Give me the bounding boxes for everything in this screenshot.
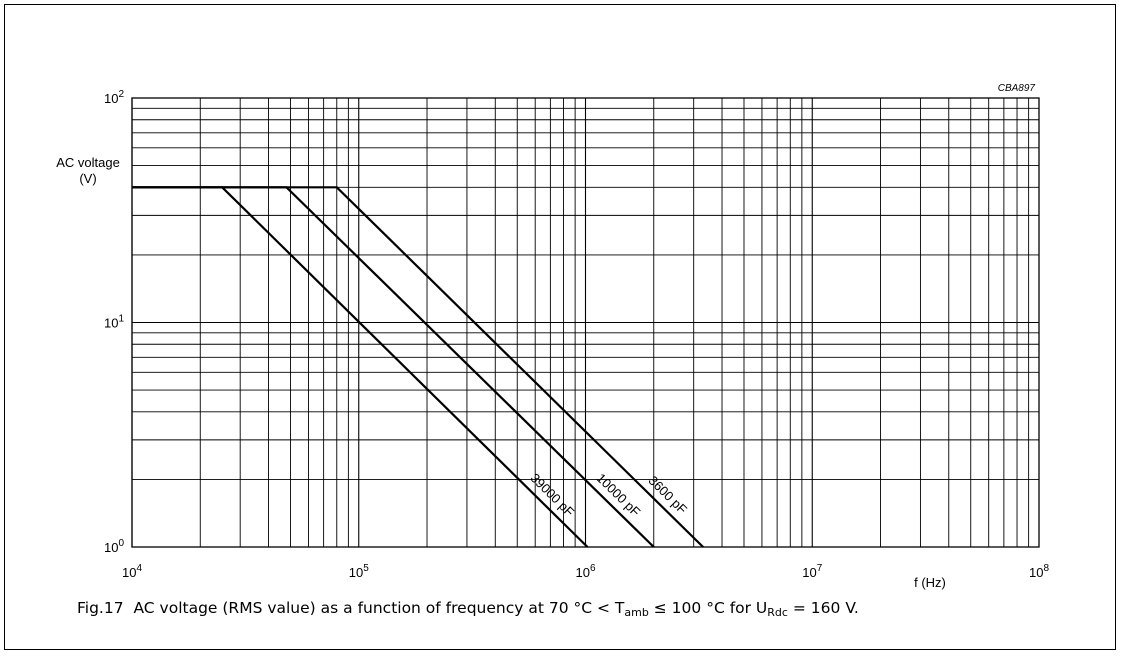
figure-caption: Fig.17 AC voltage (RMS value) as a funct…: [77, 599, 1077, 619]
y-axis-label: AC voltage: [56, 155, 120, 170]
series-line: [132, 186, 589, 548]
caption-text-2: ≤ 100 °C for U: [648, 599, 768, 617]
caption-urdc-sub: Rdc: [767, 606, 788, 619]
y-axis-unit: (V): [79, 171, 96, 186]
x-tick-label: 105: [349, 563, 369, 580]
figure-frame: 100 101 102 104 105 106 107 108 3600 pF 10000 pF 3…: [4, 4, 1116, 650]
caption-text-1: AC voltage (RMS value) as a function of …: [133, 599, 625, 617]
caption-tamb-sub: amb: [624, 606, 649, 619]
figure-code: CBA897: [998, 83, 1036, 94]
caption-fig-label: Fig.17: [77, 599, 124, 617]
x-axis-label: f (Hz): [914, 575, 946, 590]
x-tick-label: 108: [1029, 563, 1049, 580]
plot-border: [131, 97, 1040, 548]
x-tick-label: 106: [575, 563, 595, 580]
grid: [131, 97, 1040, 548]
series-layer: [132, 186, 704, 548]
x-tick-label: 104: [122, 563, 142, 580]
y-tick-label: 101: [104, 314, 124, 331]
caption-text-3: = 160 V.: [787, 599, 859, 617]
x-tick-label: 107: [802, 563, 822, 580]
y-tick-label: 100: [104, 538, 124, 555]
y-tick-label: 102: [104, 89, 124, 106]
